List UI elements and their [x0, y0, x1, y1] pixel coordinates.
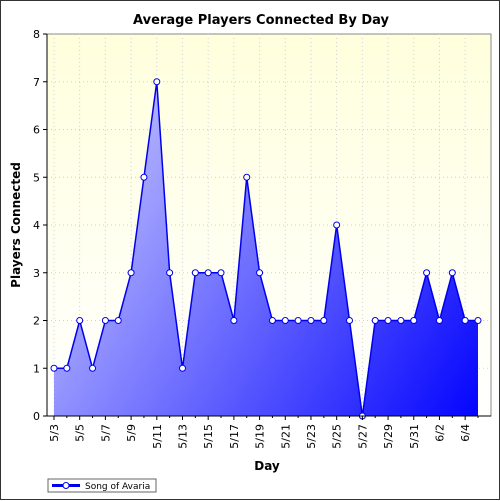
data-point [346, 317, 354, 324]
x-tick-label: 5/19 [254, 424, 267, 449]
x-tick-label: 5/25 [331, 424, 344, 449]
data-point [230, 317, 238, 324]
data-point [153, 78, 161, 86]
y-tick-label: 1 [33, 362, 40, 375]
legend-marker-swatch [62, 482, 70, 489]
y-tick-label: 4 [33, 219, 40, 232]
x-tick-label: 5/15 [202, 424, 215, 449]
series-markers [50, 78, 482, 420]
series-area [54, 81, 478, 416]
data-point [50, 364, 58, 372]
data-point [281, 317, 289, 324]
data-point [268, 317, 276, 324]
data-point [204, 269, 212, 277]
series-line [54, 81, 478, 417]
data-point [461, 317, 469, 324]
y-tick-labels: 0 1 2 3 4 5 6 7 8 [33, 28, 40, 423]
x-tick-label: 5/17 [228, 424, 241, 449]
data-point [243, 173, 251, 181]
data-point [191, 269, 199, 277]
data-point [89, 364, 97, 372]
data-point [397, 317, 405, 324]
data-point [371, 317, 379, 324]
data-point [114, 317, 122, 324]
y-tick-label: 2 [33, 315, 40, 328]
data-point [307, 317, 315, 324]
data-point [474, 317, 482, 324]
x-tick-label: 5/7 [99, 424, 112, 442]
y-tick-label: 7 [33, 76, 40, 89]
data-point [333, 221, 341, 229]
data-point [178, 364, 186, 372]
y-tick-label: 5 [33, 171, 40, 184]
x-tick-label: 5/11 [151, 424, 164, 449]
legend: Song of Avaria [47, 478, 157, 493]
x-tick-label: 5/3 [48, 424, 61, 442]
x-tick-label: 5/31 [408, 424, 421, 449]
x-tick-label: 5/13 [176, 424, 189, 449]
legend-label: Song of Avaria [85, 482, 150, 492]
x-tick-label: 5/5 [74, 424, 87, 442]
legend-box [47, 478, 157, 493]
data-point [217, 269, 225, 277]
x-tick-label: 6/4 [459, 424, 472, 442]
x-tick-labels: 5/3 5/5 5/7 5/9 5/11 5/13 5/15 5/17 5/19 5/21 5/23… [48, 424, 472, 449]
x-tick-label: 5/29 [382, 424, 395, 449]
x-tick-label: 6/2 [433, 424, 446, 442]
data-point [101, 317, 109, 324]
y-axis-title: Players Connected [9, 162, 23, 288]
x-tick-label: 5/23 [305, 424, 318, 449]
data-point [140, 173, 148, 181]
data-point [435, 317, 443, 324]
axes [43, 33, 491, 420]
y-tick-label: 6 [33, 124, 40, 137]
x-tick-label: 5/9 [125, 424, 138, 442]
x-tick-label: 5/21 [279, 424, 292, 449]
x-axis-title: Day [254, 459, 280, 473]
data-point [127, 269, 135, 277]
data-point [63, 364, 71, 372]
data-point [76, 317, 84, 324]
data-point [320, 317, 328, 324]
data-point [166, 269, 174, 277]
data-point [384, 317, 392, 324]
y-tick-label: 0 [33, 410, 40, 423]
y-tick-label: 8 [33, 28, 40, 41]
data-point [294, 317, 302, 324]
data-point [410, 317, 418, 324]
data-point [256, 269, 264, 277]
y-tick-label: 3 [33, 267, 40, 280]
chart-title: Average Players Connected By Day [133, 13, 389, 28]
x-tick-label: 5/27 [356, 424, 369, 449]
data-point [448, 269, 456, 277]
data-point [423, 269, 431, 277]
